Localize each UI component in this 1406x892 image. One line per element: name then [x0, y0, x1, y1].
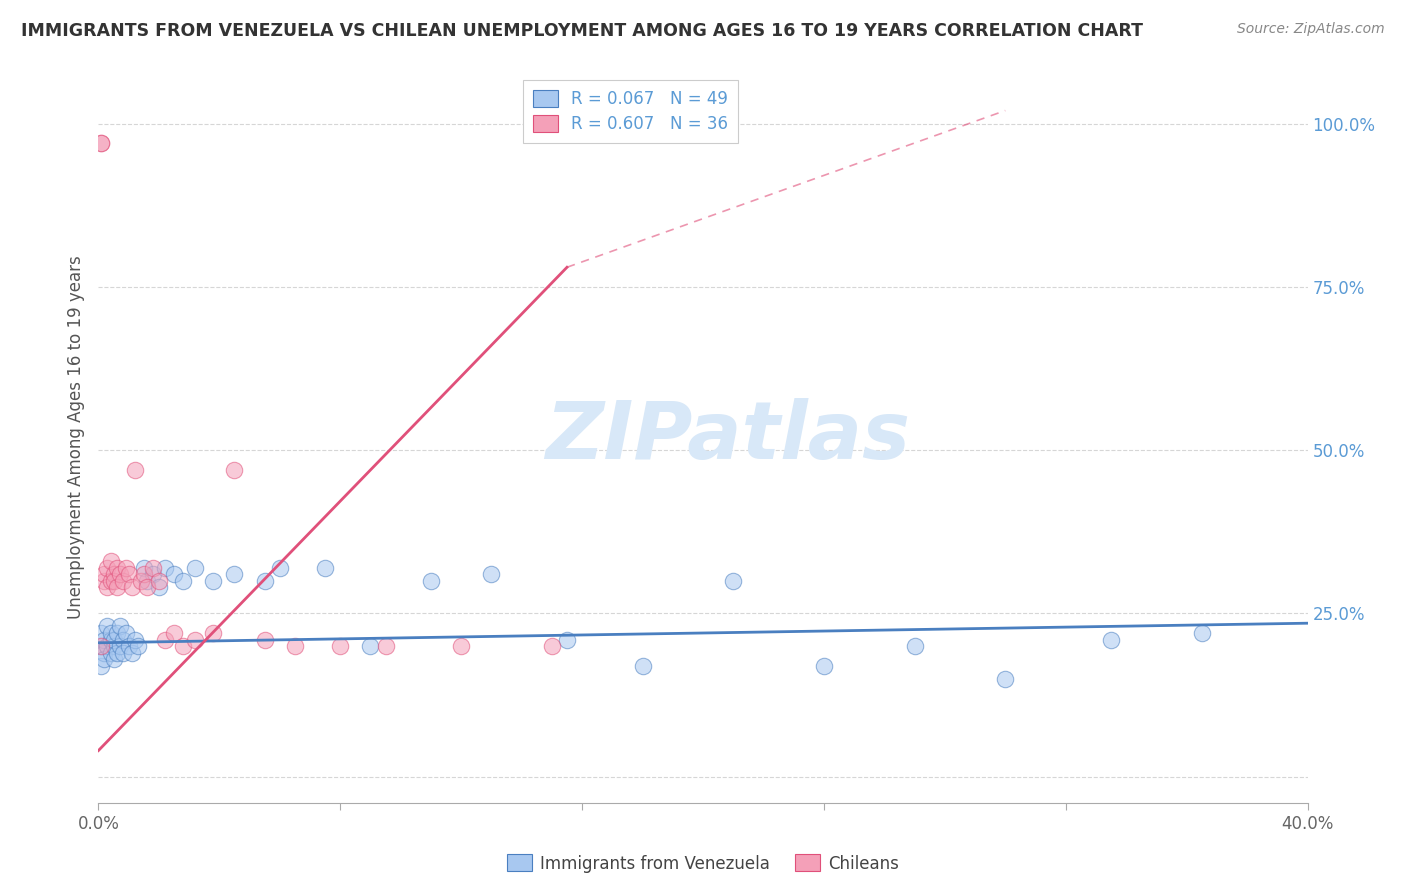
Point	[269, 560, 291, 574]
Point	[129, 574, 152, 588]
Point	[96, 580, 118, 594]
Point	[103, 567, 125, 582]
Text: Source: ZipAtlas.com: Source: ZipAtlas.com	[1237, 22, 1385, 37]
Point	[90, 639, 112, 653]
Point	[540, 639, 562, 653]
Point	[90, 658, 112, 673]
Point	[813, 658, 835, 673]
Point	[314, 560, 336, 574]
Point	[142, 560, 165, 574]
Point	[253, 574, 276, 588]
Point	[90, 639, 112, 653]
Point	[111, 632, 134, 647]
Point	[723, 574, 745, 588]
Point	[93, 632, 115, 647]
Point	[114, 560, 136, 574]
Point	[93, 652, 115, 666]
Point	[172, 574, 194, 588]
Point	[202, 626, 225, 640]
Point	[105, 560, 128, 574]
Point	[329, 639, 352, 653]
Point	[994, 672, 1017, 686]
Point	[108, 639, 131, 653]
Legend: R = 0.067   N = 49, R = 0.607   N = 36: R = 0.067 N = 49, R = 0.607 N = 36	[523, 79, 738, 143]
Point	[96, 639, 118, 653]
Point	[148, 580, 170, 594]
Point	[90, 626, 112, 640]
Point	[103, 574, 125, 588]
Point	[93, 646, 115, 660]
Point	[374, 639, 396, 653]
Point	[172, 639, 194, 653]
Point	[100, 574, 122, 588]
Point	[127, 639, 149, 653]
Point	[103, 652, 125, 666]
Point	[124, 632, 146, 647]
Point	[202, 574, 225, 588]
Point	[135, 580, 157, 594]
Point	[118, 567, 141, 582]
Point	[1099, 632, 1122, 647]
Point	[631, 658, 654, 673]
Point	[93, 574, 115, 588]
Text: IMMIGRANTS FROM VENEZUELA VS CHILEAN UNEMPLOYMENT AMONG AGES 16 TO 19 YEARS CORR: IMMIGRANTS FROM VENEZUELA VS CHILEAN UNE…	[21, 22, 1143, 40]
Point	[103, 632, 125, 647]
Point	[103, 639, 125, 653]
Point	[100, 646, 122, 660]
Point	[121, 580, 143, 594]
Point	[1191, 626, 1213, 640]
Point	[132, 560, 155, 574]
Point	[360, 639, 382, 653]
Point	[555, 632, 578, 647]
Legend: Immigrants from Venezuela, Chileans: Immigrants from Venezuela, Chileans	[501, 847, 905, 880]
Point	[90, 136, 112, 151]
Point	[153, 560, 176, 574]
Point	[163, 567, 186, 582]
Point	[124, 463, 146, 477]
Point	[100, 626, 122, 640]
Point	[93, 567, 115, 582]
Point	[142, 567, 165, 582]
Point	[420, 574, 443, 588]
Y-axis label: Unemployment Among Ages 16 to 19 years: Unemployment Among Ages 16 to 19 years	[66, 255, 84, 619]
Point	[904, 639, 927, 653]
Point	[148, 574, 170, 588]
Point	[184, 632, 207, 647]
Point	[108, 567, 131, 582]
Point	[153, 632, 176, 647]
Point	[481, 567, 503, 582]
Point	[118, 639, 141, 653]
Point	[224, 463, 246, 477]
Point	[111, 646, 134, 660]
Point	[121, 646, 143, 660]
Point	[96, 560, 118, 574]
Point	[114, 626, 136, 640]
Point	[96, 619, 118, 633]
Point	[108, 619, 131, 633]
Point	[450, 639, 472, 653]
Point	[100, 554, 122, 568]
Point	[163, 626, 186, 640]
Point	[90, 136, 112, 151]
Point	[135, 574, 157, 588]
Point	[111, 574, 134, 588]
Point	[100, 632, 122, 647]
Point	[132, 567, 155, 582]
Point	[184, 560, 207, 574]
Point	[284, 639, 307, 653]
Point	[105, 580, 128, 594]
Point	[105, 646, 128, 660]
Point	[253, 632, 276, 647]
Text: ZIPatlas: ZIPatlas	[544, 398, 910, 476]
Point	[105, 626, 128, 640]
Point	[224, 567, 246, 582]
